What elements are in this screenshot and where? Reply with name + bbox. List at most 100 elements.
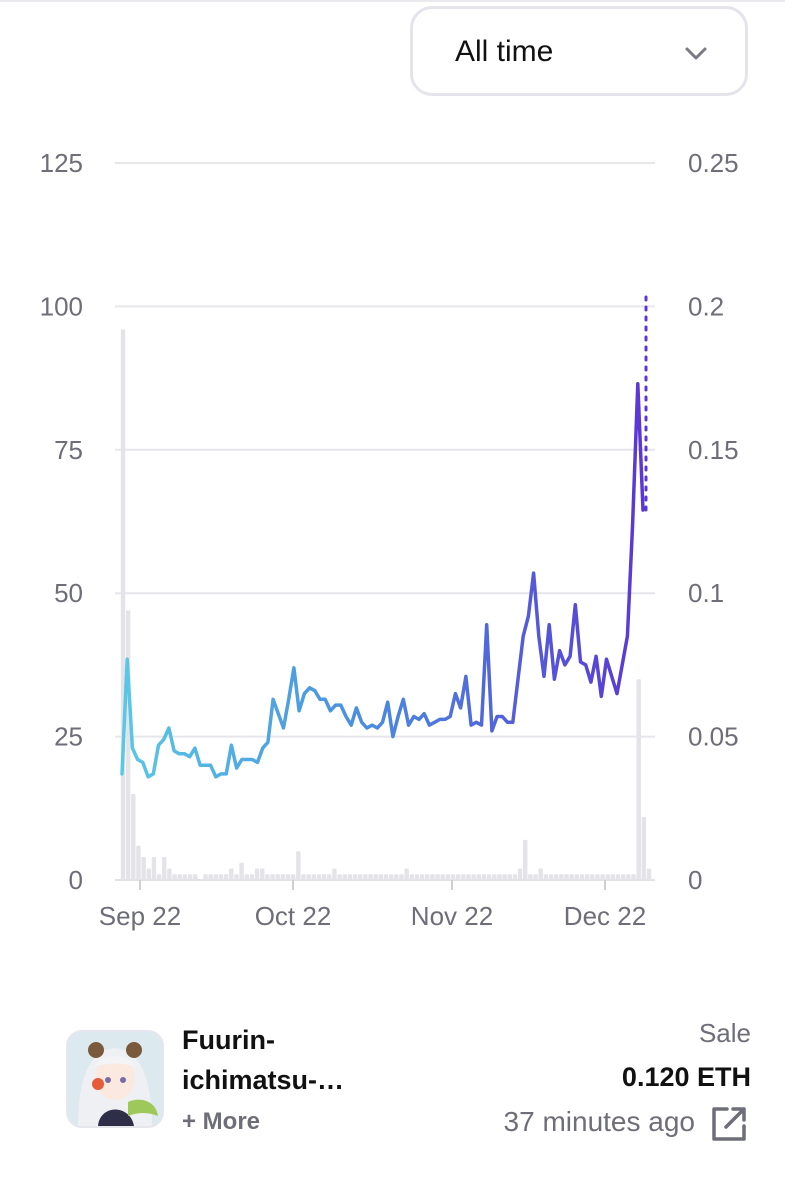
volume-bar: [450, 874, 456, 880]
volume-bar: [234, 874, 239, 880]
volume-bar: [187, 874, 193, 880]
volume-bar: [574, 874, 579, 880]
right-tick-label: 0.05: [688, 722, 739, 752]
volume-bar: [301, 874, 306, 880]
right-tick-label: 0.15: [688, 435, 739, 465]
volume-bar: [363, 874, 368, 880]
volume-bar: [203, 874, 208, 880]
volume-bar: [605, 874, 610, 880]
volume-bar: [162, 857, 167, 880]
right-tick-label: 0.25: [688, 148, 739, 178]
left-axis-ticks: 0 25 50 75 100 125: [40, 148, 83, 895]
volume-bar: [502, 874, 507, 880]
volume-bar: [321, 874, 327, 880]
volume-bar: [208, 874, 213, 880]
volume-bar: [378, 874, 384, 880]
volume-bar: [265, 874, 270, 880]
volume-bar: [636, 679, 641, 880]
activity-row[interactable]: Fuurin- ichimatsu-… + More Sale 0.120 ET…: [0, 1010, 785, 1160]
volume-bar: [254, 868, 260, 880]
nft-thumbnail[interactable]: [66, 1030, 164, 1128]
item-name-line2: ichimatsu-…: [182, 1065, 345, 1095]
volume-bar: [626, 874, 631, 880]
volume-bar: [486, 874, 492, 880]
price-line-path: [120, 382, 645, 779]
volume-bar: [399, 874, 404, 880]
volume-bar: [373, 874, 378, 880]
sale-price: 0.120 ETH: [621, 1062, 751, 1092]
volume-bar: [600, 874, 605, 880]
volume-bar: [306, 874, 311, 880]
volume-bar: [425, 874, 430, 880]
volume-bar: [151, 857, 157, 880]
x-tick-label: Sep 22: [99, 901, 181, 931]
time-range-dropdown[interactable]: All time: [410, 6, 748, 96]
volume-bar: [621, 874, 626, 880]
top-divider: [0, 0, 785, 2]
volume-bar: [136, 845, 141, 880]
volume-bar: [533, 874, 538, 880]
left-tick-label: 100: [40, 291, 83, 321]
volume-bar: [167, 868, 172, 880]
x-tick-label: Nov 22: [411, 901, 493, 931]
volume-bar: [481, 874, 487, 880]
volume-bar: [172, 874, 177, 880]
volume-bar: [517, 868, 523, 880]
volume-bar: [342, 874, 347, 880]
volume-bar: [543, 874, 549, 880]
volume-bar: [249, 874, 255, 880]
volume-bar: [564, 874, 569, 880]
volume-bar: [146, 868, 151, 880]
volume-bar: [239, 862, 244, 880]
volume-bar: [244, 874, 249, 880]
price-volume-chart: 0 25 50 75 100 125 0 0.05 0.1 0.15 0.2 0.25 Sep 22…: [40, 148, 739, 931]
volume-bar: [569, 874, 574, 880]
left-tick-label: 125: [40, 148, 83, 178]
volume-bar: [548, 874, 554, 880]
volume-bar: [466, 874, 471, 880]
volume-bar: [435, 874, 440, 880]
volume-bar: [440, 874, 445, 880]
volume-bar: [352, 874, 358, 880]
volume-bar: [584, 874, 590, 880]
volume-bar: [507, 874, 512, 880]
event-type-label: Sale: [698, 1018, 751, 1048]
volume-bar: [394, 874, 399, 880]
nft-thumbnail-image: [68, 1032, 162, 1126]
volume-bar: [177, 874, 182, 880]
volume-bar: [615, 874, 621, 880]
volume-bar: [213, 874, 219, 880]
volume-bar: [156, 874, 162, 880]
volume-bar: [512, 874, 518, 880]
volume-bar: [471, 874, 476, 880]
volume-bar: [316, 874, 322, 880]
volume-bars: [120, 329, 652, 880]
volume-bar: [347, 874, 353, 880]
time-range-selected: All time: [455, 35, 554, 68]
volume-bar: [553, 874, 559, 880]
chevron-down-icon: [685, 47, 707, 60]
volume-bar: [641, 816, 647, 880]
volume-bar: [492, 874, 497, 880]
volume-bar: [595, 874, 600, 880]
volume-bar: [368, 874, 373, 880]
x-tick-label: Dec 22: [564, 901, 646, 931]
volume-bar: [579, 874, 585, 880]
left-tick-label: 50: [54, 578, 83, 608]
volume-bar: [430, 874, 435, 880]
volume-bar: [414, 874, 420, 880]
right-tick-label: 0.2: [688, 291, 724, 321]
volume-bar: [337, 874, 342, 880]
volume-bar: [141, 857, 146, 880]
external-link-icon[interactable]: [709, 1104, 749, 1144]
volume-bar: [404, 868, 409, 880]
volume-bar: [285, 874, 291, 880]
volume-bar: [311, 874, 316, 880]
volume-bar: [419, 874, 425, 880]
volume-bar: [332, 868, 337, 880]
volume-bar: [229, 868, 234, 880]
more-link[interactable]: + More: [182, 1108, 261, 1135]
volume-bar: [327, 874, 332, 880]
volume-bar: [610, 874, 616, 880]
item-name[interactable]: Fuurin- ichimatsu-…: [182, 1020, 402, 1100]
